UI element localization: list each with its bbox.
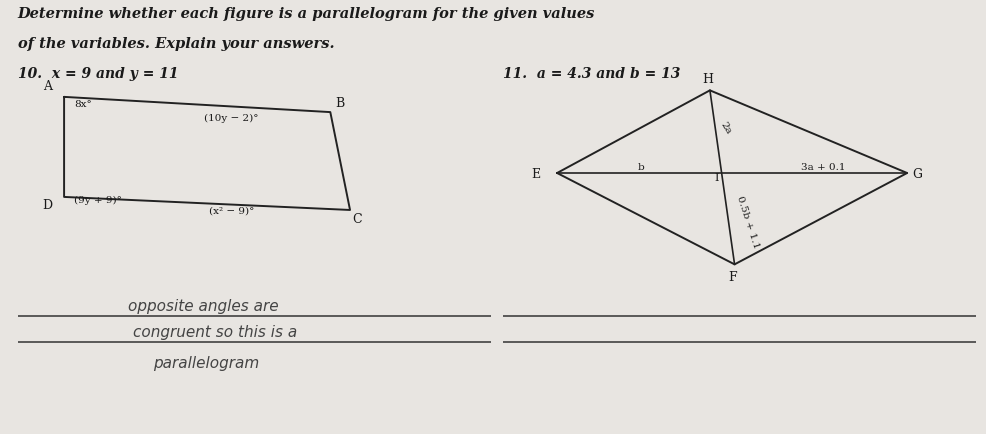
Text: congruent so this is a: congruent so this is a [133, 325, 298, 339]
Text: 8x°: 8x° [74, 100, 92, 108]
Text: I: I [715, 173, 719, 183]
Text: Determine whether each figure is a parallelogram for the given values: Determine whether each figure is a paral… [18, 7, 596, 20]
Text: b: b [638, 163, 644, 172]
Text: of the variables. Explain your answers.: of the variables. Explain your answers. [18, 37, 334, 51]
Text: (9y + 9)°: (9y + 9)° [74, 195, 122, 204]
Text: E: E [530, 167, 540, 180]
Text: (x² − 9)°: (x² − 9)° [209, 207, 254, 215]
Text: 11.  a = 4.3 and b = 13: 11. a = 4.3 and b = 13 [503, 67, 680, 81]
Text: H: H [702, 72, 714, 85]
Text: C: C [352, 213, 362, 226]
Text: A: A [42, 80, 52, 93]
Text: G: G [912, 167, 922, 180]
Text: 10.  x = 9 and y = 11: 10. x = 9 and y = 11 [18, 67, 178, 81]
Text: (10y − 2)°: (10y − 2)° [204, 114, 259, 122]
Text: opposite angles are: opposite angles are [128, 299, 279, 313]
Text: 3a + 0.1: 3a + 0.1 [801, 163, 846, 172]
Text: 2a: 2a [719, 120, 733, 135]
Text: B: B [335, 97, 345, 110]
Text: D: D [42, 198, 52, 211]
Text: F: F [729, 270, 737, 283]
Text: parallelogram: parallelogram [153, 355, 259, 370]
Text: 0.5b + 1.1: 0.5b + 1.1 [735, 195, 760, 250]
